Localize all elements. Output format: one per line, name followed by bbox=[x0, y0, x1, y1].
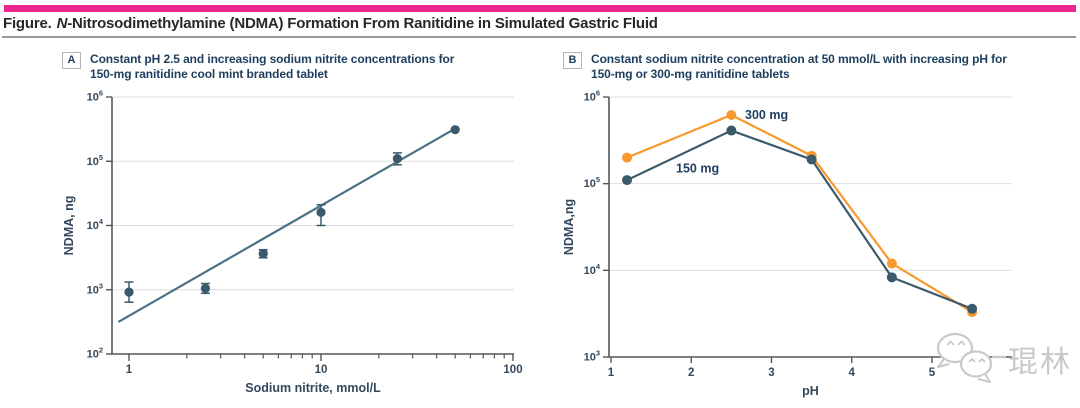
figure-title: Figure. N-Nitrosodimethylamine (NDMA) For… bbox=[3, 15, 658, 32]
x-tick-label: 2 bbox=[688, 367, 694, 379]
wechat-icon bbox=[936, 332, 1006, 383]
y-tick-label: 105 bbox=[584, 175, 600, 190]
x-tick-label: 100 bbox=[503, 364, 522, 376]
data-point bbox=[622, 152, 633, 163]
y-tick-label: 106 bbox=[87, 89, 103, 104]
figure-title-rest: -Nitrosodimethylamine (NDMA) Formation F… bbox=[67, 15, 658, 32]
x-tick-label: 4 bbox=[849, 367, 856, 379]
watermark-text: 琨林 bbox=[1008, 346, 1072, 379]
data-point bbox=[258, 249, 268, 259]
series-label: 150 mg bbox=[676, 161, 719, 175]
y-tick-label: 104 bbox=[87, 217, 104, 232]
panel-b-chart: 103 104 105 106 1 2 3 4 5 pH NDMA,ng 300 mg 150 mg bbox=[562, 89, 1012, 398]
panel-b-caption-line1: Constant sodium nitrite concentration at… bbox=[591, 52, 1007, 66]
x-tick-label: 1 bbox=[126, 364, 133, 376]
figure-title-prefix: Figure. bbox=[3, 15, 52, 32]
y-tick-label: 106 bbox=[584, 89, 600, 104]
panel-a-label: A bbox=[62, 52, 81, 69]
watermark: 琨林 bbox=[930, 331, 1072, 387]
y-tick-label: 102 bbox=[87, 346, 103, 361]
panel-a-caption-line1: Constant pH 2.5 and increasing sodium ni… bbox=[90, 52, 455, 66]
data-point bbox=[450, 125, 460, 135]
panel-a-caption-text: Constant pH 2.5 and increasing sodium ni… bbox=[90, 52, 454, 81]
y-tick-label: 104 bbox=[584, 262, 601, 277]
panel-b-caption-line2: 150-mg or 300-mg ranitidine tablets bbox=[591, 66, 790, 81]
y-axis-title: NDMA,ng bbox=[562, 199, 576, 255]
x-tick-label: 5 bbox=[929, 367, 936, 379]
panel-a-caption: A Constant pH 2.5 and increasing sodium … bbox=[62, 52, 532, 81]
figure-title-italic: N bbox=[56, 15, 68, 32]
data-point bbox=[726, 125, 737, 136]
data-point bbox=[316, 207, 326, 217]
x-axis-title: pH bbox=[802, 384, 819, 398]
panel-b-caption-text: Constant sodium nitrite concentration at… bbox=[591, 52, 1007, 81]
series-label: 300 mg bbox=[745, 108, 788, 122]
data-point bbox=[392, 153, 403, 164]
panel-b-caption: B Constant sodium nitrite concentration … bbox=[563, 52, 1063, 81]
x-tick-label: 3 bbox=[768, 367, 774, 379]
series-line bbox=[626, 129, 973, 310]
data-point bbox=[124, 287, 134, 297]
data-point bbox=[622, 175, 633, 186]
data-point bbox=[967, 303, 978, 314]
accent-bar bbox=[4, 5, 1076, 12]
panel-b-label: B bbox=[563, 52, 582, 69]
data-point bbox=[200, 283, 211, 293]
panel-a-chart: 102 103 104 105 106 1 10 100 Sodium nitrite, mmo… bbox=[62, 89, 523, 396]
title-divider bbox=[2, 36, 1076, 38]
y-tick-label: 103 bbox=[584, 349, 600, 364]
y-tick-label: 103 bbox=[87, 281, 103, 296]
x-axis-title: Sodium nitrite, mmol/L bbox=[245, 381, 381, 395]
x-tick-label: 1 bbox=[608, 367, 615, 379]
y-axis-title: NDMA, ng bbox=[62, 196, 76, 256]
data-point bbox=[726, 109, 737, 120]
data-point bbox=[886, 258, 897, 269]
data-point bbox=[886, 272, 897, 283]
y-tick-label: 105 bbox=[87, 153, 103, 168]
data-point bbox=[806, 154, 817, 165]
x-tick-label: 10 bbox=[315, 364, 328, 376]
panel-a-caption-line2: 150-mg ranitidine cool mint branded tabl… bbox=[90, 66, 328, 81]
series-line bbox=[626, 113, 973, 314]
